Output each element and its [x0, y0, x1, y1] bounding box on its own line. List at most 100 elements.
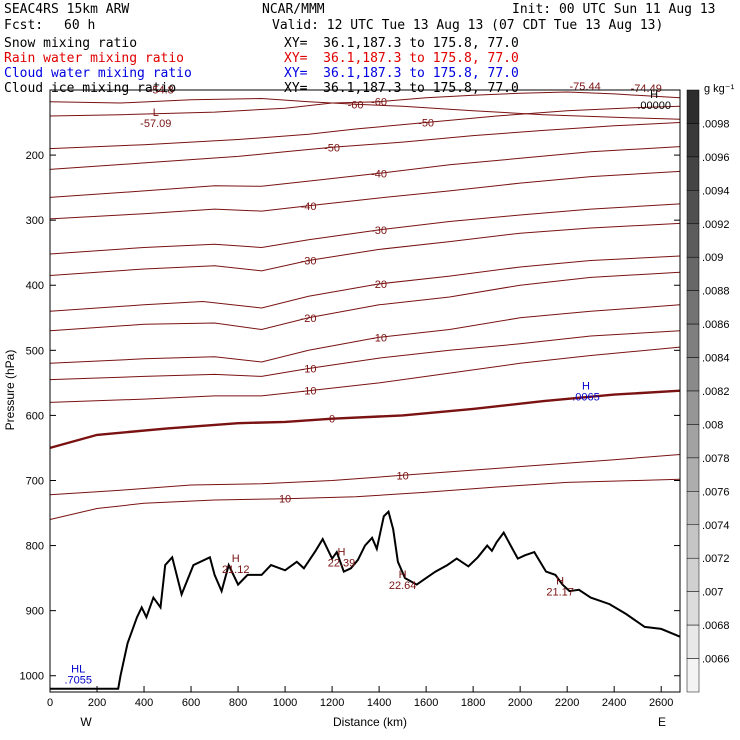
- colorbar-swatch: [686, 156, 700, 191]
- field-cloudice: Cloud ice mixing ratio: [4, 81, 177, 96]
- colorbar: .0098 .0096 .0094 .0092 .009 .0088 .0086 .0084.…: [686, 89, 730, 693]
- colorbar-tick-label: .0098: [702, 118, 730, 130]
- x-tick-label: 2600: [649, 697, 673, 709]
- colorbar-tick-label: .0074: [702, 520, 730, 532]
- contour-label: 10: [279, 494, 291, 506]
- extremum-type: L: [153, 107, 159, 119]
- colorbar-tick-label: .0088: [702, 286, 730, 298]
- init-time: Init: 00 UTC Sun 11 Aug 13: [512, 2, 716, 17]
- field-cloudwater-xy: XY= 36.1,187.3 to 175.8, 77.0: [284, 66, 519, 81]
- colorbar-tick-label: .007: [702, 587, 723, 599]
- x-tick-label: 1400: [367, 697, 391, 709]
- contour-label: -10: [301, 386, 317, 398]
- contour-line: [49, 389, 681, 450]
- min-value-label: -75.44: [570, 81, 601, 93]
- colorbar-swatch: [686, 390, 700, 425]
- y-tick-label: 200: [26, 150, 44, 162]
- contour-label: -30: [371, 225, 387, 237]
- fcst-label: Fcst:: [4, 18, 44, 33]
- contour-line: [49, 330, 681, 381]
- contour-label: -10: [301, 364, 317, 376]
- contour-label: -30: [301, 256, 317, 268]
- field-cloudice-xy: XY= 36.1,187.3 to 175.8, 77.0: [284, 81, 519, 96]
- colorbar-tick-label: .0072: [702, 553, 730, 565]
- contour-line: [49, 146, 681, 198]
- y-tick-label: 400: [26, 280, 44, 292]
- extremum-type: H: [582, 380, 590, 392]
- contour-label: -40: [301, 201, 317, 213]
- org-title: NCAR/MMM: [262, 2, 325, 17]
- colorbar-swatch: [686, 357, 700, 392]
- colorbar-tick-label: .0068: [702, 620, 730, 632]
- contour-label: -20: [301, 313, 317, 325]
- colorbar-tick-label: .0092: [702, 219, 730, 231]
- x-tick-label: 2200: [555, 697, 579, 709]
- extremum-type: H: [650, 89, 658, 101]
- y-tick-label: 500: [26, 345, 44, 357]
- colorbar-swatch: [686, 591, 700, 626]
- x-tick-label: 2400: [602, 697, 626, 709]
- contour-label: -40: [371, 168, 387, 180]
- contour-line: [49, 122, 681, 170]
- extremum-value: .00000: [637, 100, 671, 112]
- contour-line: [49, 478, 681, 520]
- contour-line: [49, 304, 681, 364]
- east-label: E: [658, 715, 666, 729]
- field-snow-xy: XY= 36.1,187.3 to 175.8, 77.0: [284, 36, 519, 51]
- colorbar-swatch: [686, 89, 700, 124]
- extremum-type: H: [556, 576, 564, 588]
- colorbar-swatch: [686, 190, 700, 225]
- extremum-value: 22.64: [389, 580, 417, 592]
- colorbar-tick-label: .008: [702, 419, 723, 431]
- contour-line: [49, 271, 681, 332]
- contour-label: 0: [329, 414, 335, 426]
- colorbar-swatch: [686, 323, 700, 358]
- x-axis: 0 200 400 600 800 1000 1200 1400 1600 1800 2000 220…: [47, 686, 673, 709]
- fcst-value: 60 h: [64, 18, 96, 33]
- colorbar-swatch: [686, 256, 700, 291]
- contour-line: [49, 255, 681, 312]
- extremum-value: 21.17: [546, 587, 574, 599]
- colorbar-tick-label: .0082: [702, 386, 730, 398]
- y-tick-label: 600: [26, 410, 44, 422]
- x-tick-label: 0: [47, 697, 53, 709]
- extremum-type: H: [338, 546, 346, 558]
- contour-line: [49, 97, 681, 120]
- x-tick-label: 600: [182, 697, 200, 709]
- colorbar-swatch: [686, 624, 700, 659]
- colorbar-tick-label: .0078: [702, 453, 730, 465]
- y-tick-label: 800: [26, 541, 44, 553]
- contour-label: -10: [371, 332, 387, 344]
- colorbar-tick-label: .0066: [702, 654, 730, 666]
- x-tick-label: 1800: [461, 697, 485, 709]
- field-rain-xy: XY= 36.1,187.3 to 175.8, 77.0: [284, 51, 519, 66]
- y-tick-label: 700: [26, 475, 44, 487]
- contour-line: [49, 105, 681, 150]
- extremum-value: 21.12: [222, 564, 250, 576]
- colorbar-swatch: [686, 223, 700, 258]
- contour-label: -50: [324, 142, 340, 154]
- colorbar-tick-label: .0076: [702, 486, 730, 498]
- contour-label: 10: [396, 470, 408, 482]
- x-axis-label: Distance (km): [333, 715, 407, 729]
- x-tick-label: 1600: [414, 697, 438, 709]
- contour-label: -50: [418, 118, 434, 130]
- colorbar-swatch: [686, 123, 700, 158]
- terrain-group: [50, 509, 681, 690]
- west-label: W: [80, 715, 92, 729]
- y-tick-label: 300: [26, 215, 44, 227]
- y-tick-label: 1000: [20, 671, 44, 683]
- colorbar-swatch: [686, 557, 700, 592]
- colorbar-swatch: [686, 424, 700, 459]
- x-tick-label: 400: [135, 697, 153, 709]
- colorbar-tick-label: .009: [702, 252, 723, 264]
- extremum-value: .0065: [572, 391, 600, 403]
- extremum-type: HL: [71, 663, 85, 675]
- field-rain: Rain water mixing ratio: [4, 51, 185, 66]
- contour-line: [49, 454, 681, 496]
- contour-label: -60: [371, 97, 387, 109]
- model-title: SEAC4RS 15km ARW: [4, 2, 130, 17]
- temperature-contours: -60 -60 -50 -50 -40 -40 -30 -30 -20 -20 -10 -10 0 -10…: [49, 91, 681, 520]
